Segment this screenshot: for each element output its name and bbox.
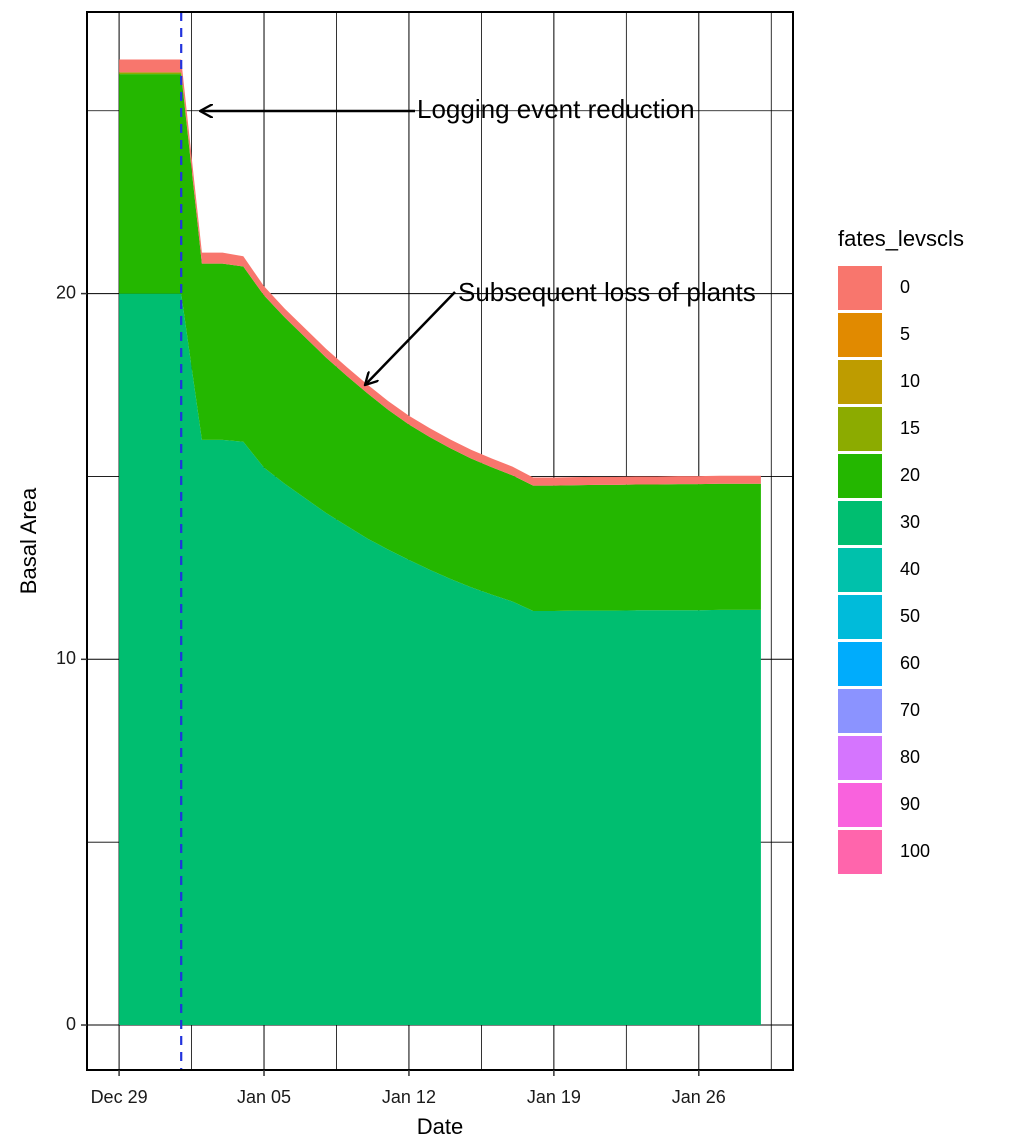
legend-key (838, 548, 882, 592)
legend-key (838, 595, 882, 639)
legend-key (838, 360, 882, 404)
panel-border (86, 11, 794, 1071)
legend-key (838, 454, 882, 498)
y-tick-label: 10 (56, 648, 76, 668)
annotation: Subsequent loss of plants (458, 277, 756, 307)
areas (119, 59, 761, 1026)
y-tick-label: 20 (56, 282, 76, 302)
legend-label: 0 (900, 277, 910, 297)
legend-label: 100 (900, 841, 930, 861)
legend-label: 90 (900, 794, 920, 814)
legend-label: 40 (900, 559, 920, 579)
legend-key (838, 830, 882, 874)
x-tick-label: Jan 12 (382, 1087, 436, 1107)
x-tick-label: Jan 05 (237, 1087, 291, 1107)
x-tick-label: Dec 29 (91, 1087, 148, 1107)
legend-label: 80 (900, 747, 920, 767)
x-axis-title: Date (417, 1114, 463, 1139)
legend-key (838, 407, 882, 451)
x-tick-label: Jan 26 (672, 1087, 726, 1107)
legend-key (838, 313, 882, 357)
legend-key (838, 736, 882, 780)
legend-label: 5 (900, 324, 910, 344)
legend-key (838, 501, 882, 545)
legend-label: 70 (900, 700, 920, 720)
area (119, 293, 761, 1026)
legend-label: 20 (900, 465, 920, 485)
legend-label: 10 (900, 371, 920, 391)
x-tick-label: Jan 19 (527, 1087, 581, 1107)
legend-key (838, 266, 882, 310)
legend-label: 50 (900, 606, 920, 626)
legend-title: fates_levscls (838, 226, 964, 251)
legend-key (838, 689, 882, 733)
area (119, 74, 761, 612)
legend-label: 60 (900, 653, 920, 673)
arrow (365, 291, 456, 385)
y-axis-title: Basal Area (16, 487, 41, 594)
legend-key (838, 783, 882, 827)
annotation: Logging event reduction (417, 94, 695, 124)
legend-label: 30 (900, 512, 920, 532)
legend-label: 15 (900, 418, 920, 438)
legend: 0 5 10 15 20 30 40 50 60 70 80 90 100 (838, 266, 930, 874)
legend-key (838, 642, 882, 686)
y-tick-label: 0 (66, 1014, 76, 1034)
